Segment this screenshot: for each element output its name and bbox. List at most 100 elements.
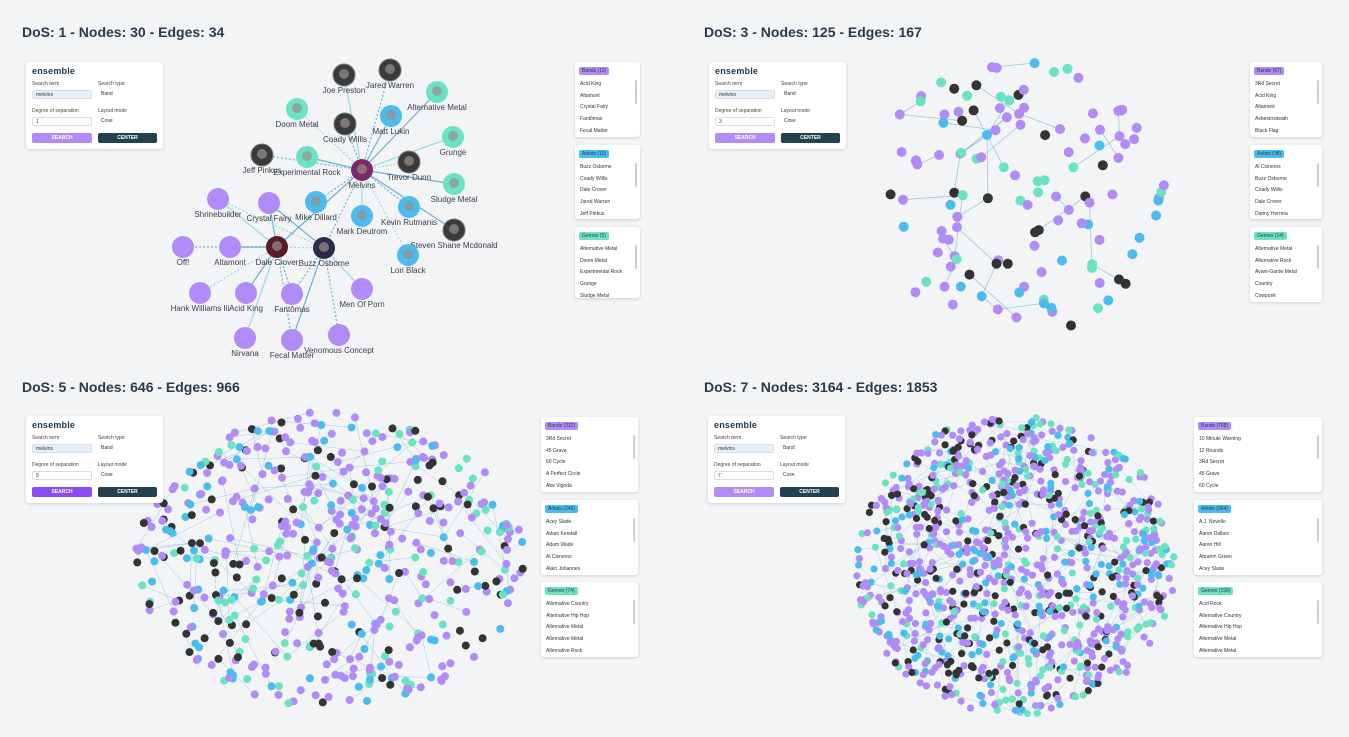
list-item[interactable]: Sludge Metal <box>580 292 610 298</box>
search-term-input[interactable]: melvins <box>715 90 775 99</box>
search-type-select[interactable]: Band <box>784 91 796 97</box>
list-item[interactable]: Crystal Fairy <box>580 104 609 111</box>
list-item[interactable]: 10 Minute Warning <box>1199 436 1241 442</box>
graph-node <box>923 636 932 644</box>
list-item[interactable]: Grunge <box>580 281 597 288</box>
list-item[interactable]: Alain Johannes <box>546 565 581 572</box>
list-item[interactable]: Alternative Rock <box>546 647 583 654</box>
list-item[interactable]: 3Rd Secret <box>1199 459 1225 466</box>
graph-node <box>1008 695 1017 703</box>
search-term-input[interactable]: melvins <box>714 444 774 453</box>
layout-select[interactable]: Cose <box>101 118 113 124</box>
list-item[interactable]: Al Cisneros <box>1255 164 1281 170</box>
search-term-input[interactable]: melvins <box>32 444 92 453</box>
graph-node <box>1032 176 1043 187</box>
center-button[interactable]: CENTER <box>98 133 157 143</box>
layout-select[interactable]: Cose <box>784 118 796 124</box>
list-item[interactable]: 12 Rounds <box>1199 447 1224 454</box>
list-item[interactable]: Acid King <box>1255 92 1277 99</box>
list-item[interactable]: Country <box>1255 281 1273 288</box>
list-item[interactable]: Aaron Dalbec <box>1199 530 1230 537</box>
list-item[interactable]: Experimental Rock <box>580 269 622 276</box>
list-item[interactable]: Buzz Osborne <box>580 164 612 170</box>
list-item[interactable]: Danny Herrera <box>1255 210 1288 217</box>
dos-input[interactable]: 7 <box>714 471 774 480</box>
list-item[interactable]: Alternative Metal <box>1255 246 1293 252</box>
graph-node <box>1059 443 1067 452</box>
list-item[interactable]: Dale Crover <box>580 187 607 194</box>
search-type-select[interactable]: Band <box>101 445 113 451</box>
list-item[interactable]: Jeff Pinkus <box>580 210 605 217</box>
list-item[interactable]: Alternative Metal <box>546 636 584 643</box>
list-item[interactable]: Alternative Rock <box>1255 257 1292 264</box>
list-item[interactable]: Coady Willis <box>1255 187 1283 194</box>
list-item[interactable]: A Perfect Circle <box>546 471 581 478</box>
list-item[interactable]: 45 Grave <box>546 447 567 454</box>
list-item[interactable]: Avant-Garde Metal <box>1255 269 1297 276</box>
graph-node <box>203 469 212 477</box>
graph-node <box>913 449 921 457</box>
layout-select[interactable]: Cose <box>101 472 113 478</box>
list-item[interactable]: Altamont <box>580 92 600 99</box>
list-item[interactable]: Alternative Hip Hop <box>1199 624 1243 631</box>
list-item[interactable]: Acid King <box>580 81 602 87</box>
graph-edge <box>899 114 963 122</box>
search-type-select[interactable]: Band <box>783 445 795 451</box>
dos-input[interactable]: 5 <box>32 471 92 480</box>
graph-node <box>386 680 395 689</box>
graph-node <box>941 483 950 491</box>
list-item[interactable]: Acey Slade <box>1199 565 1225 572</box>
list-item[interactable]: Alternative Country <box>546 601 589 607</box>
list-item[interactable]: 60 Cycle <box>546 459 566 466</box>
list-item[interactable]: Fecal Matter <box>580 127 608 134</box>
graph-node <box>932 574 940 582</box>
search-button[interactable]: SEARCH <box>32 133 92 143</box>
center-button[interactable]: CENTER <box>98 487 157 497</box>
search-button[interactable]: SEARCH <box>714 487 774 497</box>
layout-select[interactable]: Cose <box>783 472 795 478</box>
list-item[interactable]: Dale Crover <box>1255 199 1282 206</box>
list-item[interactable]: Black Flag <box>1255 127 1279 134</box>
list-item[interactable]: Acid Rock <box>1199 601 1222 607</box>
list-item[interactable]: Acey Slade <box>546 519 572 525</box>
list-item[interactable]: Alternative Metal <box>546 624 584 631</box>
list-item[interactable]: Alternative Metal <box>580 246 618 252</box>
graph-node <box>1003 639 1011 647</box>
dos-input[interactable]: 3 <box>715 117 775 126</box>
graph-node <box>207 495 216 504</box>
list-item[interactable]: Coady Willis <box>580 175 608 182</box>
list-item[interactable]: Alternative Metal <box>1199 636 1237 643</box>
list-item[interactable]: Adam Kendall <box>546 530 578 537</box>
list-item[interactable]: Buzz Osborne <box>1255 175 1287 182</box>
list-item[interactable]: Jared Warren <box>580 199 611 206</box>
list-item[interactable]: 3Rd Secret <box>1255 81 1281 87</box>
graph-node <box>426 548 435 557</box>
list-item[interactable]: Cowpunk <box>1255 292 1276 299</box>
panel-title: DoS: 5 - Nodes: 646 - Edges: 966 <box>22 379 240 395</box>
list-item[interactable]: Aaron Hill <box>1199 542 1221 549</box>
list-item[interactable]: 3Rd Secret <box>546 436 572 442</box>
center-button[interactable]: CENTER <box>781 133 840 143</box>
center-button[interactable]: CENTER <box>780 487 839 497</box>
list-item[interactable]: A.J. Novello <box>1199 519 1226 525</box>
list-item[interactable]: Al Cisneros <box>546 554 572 561</box>
list-item[interactable]: 60 Cycle <box>1199 482 1219 489</box>
search-button[interactable]: SEARCH <box>715 133 775 143</box>
list-item[interactable]: Abrahm Green <box>1199 554 1232 561</box>
list-item[interactable]: Doom Metal <box>580 257 607 264</box>
list-item[interactable]: Alternative Metal <box>1199 647 1237 654</box>
list-item[interactable]: Alternative Country <box>1199 612 1242 619</box>
dos-input[interactable]: 1 <box>32 117 92 126</box>
search-term-input[interactable]: melvins <box>32 90 92 99</box>
list-item[interactable]: Altamont <box>1255 104 1275 111</box>
search-button[interactable]: SEARCH <box>32 487 92 497</box>
search-type-select[interactable]: Band <box>101 91 113 97</box>
list-item[interactable]: 45 Grave <box>1199 471 1220 478</box>
graph-node <box>495 528 504 537</box>
list-item[interactable]: Adam Wade <box>546 542 574 549</box>
graph-edge <box>319 549 358 559</box>
list-item[interactable]: Asbestosdeath <box>1255 116 1289 123</box>
list-item[interactable]: Abe Vigoda <box>546 482 572 489</box>
list-item[interactable]: Alternative Hip Hop <box>546 612 590 619</box>
list-item[interactable]: Fantômas <box>580 116 603 123</box>
